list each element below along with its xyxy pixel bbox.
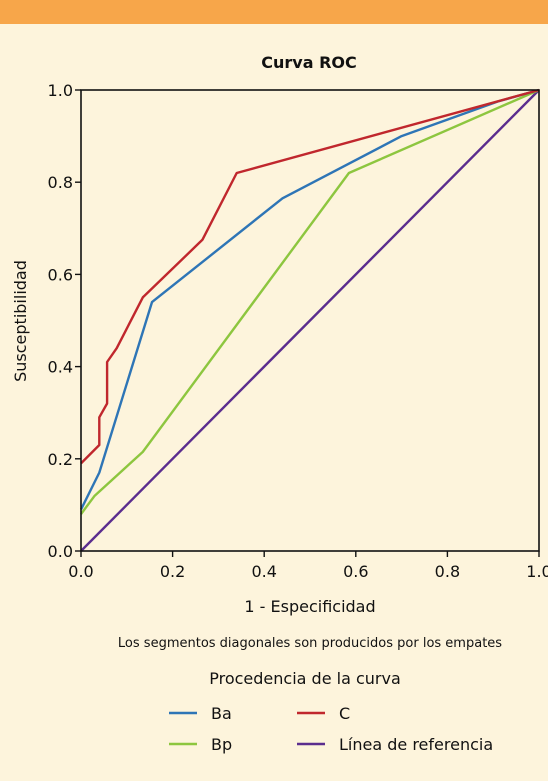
y-tick-label: 1.0	[48, 81, 73, 100]
legend-label: Bp	[211, 735, 232, 754]
x-tick-label: 0.4	[251, 562, 276, 581]
y-tick-label: 0.0	[48, 542, 73, 561]
chart-note: Los segmentos diagonales son producidos …	[118, 636, 502, 651]
x-tick-label: 0.2	[160, 562, 185, 581]
legend: Ba C Bp Línea de referencia	[169, 704, 493, 754]
x-tick-label: 1.0	[526, 562, 548, 581]
legend-label: Ba	[211, 704, 232, 723]
x-axis-label: 1 - Especificidad	[244, 597, 375, 616]
series-line-l-nea-de-referencia	[80, 89, 540, 552]
chart-title: Curva ROC	[261, 53, 356, 72]
legend-title: Procedencia de la curva	[209, 669, 401, 688]
x-tick-label: 0.8	[435, 562, 460, 581]
legend-label: C	[339, 704, 350, 723]
y-tick-label: 0.4	[48, 358, 73, 377]
y-tick-label: 0.8	[48, 173, 73, 192]
series-line-c	[80, 88, 540, 465]
y-tick-label: 0.2	[48, 450, 73, 469]
x-tick-label: 0.6	[343, 562, 368, 581]
x-tick-label: 0.0	[68, 562, 93, 581]
y-tick-label: 0.6	[48, 265, 73, 284]
series-line-bp	[80, 88, 540, 515]
top-band	[0, 0, 548, 24]
legend-label: Línea de referencia	[339, 735, 493, 754]
plot-frame	[80, 89, 540, 552]
plot-area: 0.0 0.2 0.4 0.6 0.8 1.0 0.0 0.2 0.4 0.6 0.8 1.0	[48, 81, 548, 581]
y-axis-label: Susceptibilidad	[11, 260, 30, 382]
